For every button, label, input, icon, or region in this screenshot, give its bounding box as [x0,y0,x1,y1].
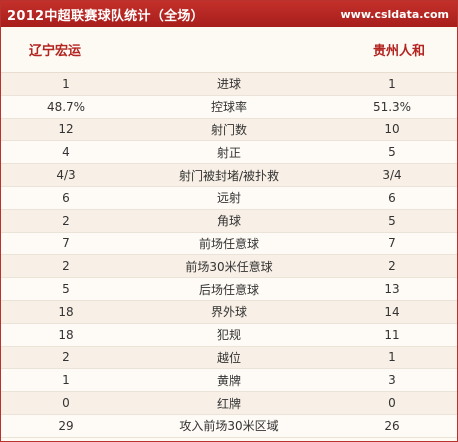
home-stat-value: 2 [62,259,70,274]
away-stat-value: 1 [388,76,396,91]
stat-row: 0 红牌 0 [1,392,457,415]
stat-label: 角球 [216,214,241,229]
stat-row: 1 黄牌 3 [1,369,457,393]
page-title: 2012中超联赛球队统计（全场） [7,8,204,24]
home-stat-value: 6 [62,190,70,205]
stat-row: 4/3 射门被封堵/被扑救 3/4 [1,164,457,187]
stat-label: 越位 [216,350,241,365]
home-stat-value: 48.7% [46,99,86,114]
stat-label: 射门数 [210,122,247,137]
stat-row: 7 前场任意球 7 [1,232,457,256]
home-stat-value: 1 [62,76,70,91]
stat-label: 攻入前场30米区域 [179,419,279,434]
away-stat-value: 10 [384,122,400,137]
stat-row: 4 射正 5 [1,141,457,165]
home-stat-value: 12 [58,122,74,137]
away-stat-value: 3 [388,373,396,388]
home-stat-value: 1 [62,373,70,388]
home-stat-value: 4/3 [56,168,76,183]
stat-label: 控球率 [210,100,247,115]
stat-label: 红牌 [216,396,241,411]
away-team-name: 贵州人和 [372,44,425,59]
home-stat-value: 18 [58,304,74,319]
home-stat-value: 18 [58,327,74,342]
stat-label: 前场任意球 [198,236,259,251]
home-stat-value: 2 [62,350,70,365]
stats-table: 1 进球 1 48.7% 控球率 51.3% 12 射门数 10 4 射正 5 4/3 射门被封堵/被扑救… [1,73,457,438]
away-stat-value: 14 [384,304,400,319]
home-stat-value: 29 [58,418,74,433]
away-stat-value: 26 [384,418,400,433]
home-stat-value: 7 [62,236,70,251]
stat-label: 射门被封堵/被扑救 [178,168,280,183]
title-bar: 2012中超联赛球队统计（全场） www.csldata.com [1,1,457,27]
stat-row: 2 越位 1 [1,346,457,370]
stat-row: 2 角球 5 [1,209,457,233]
away-stat-value: 51.3% [372,99,412,114]
away-stat-value: 0 [388,396,396,411]
away-stat-value: 11 [384,327,400,342]
home-team-name: 辽宁宏运 [29,44,82,59]
team-header: 辽宁宏运 贵州人和 [1,27,457,73]
home-stat-value: 2 [62,213,70,228]
stat-label: 黄牌 [216,373,241,388]
stat-row: 48.7% 控球率 51.3% [1,95,457,119]
away-stat-value: 2 [388,259,396,274]
home-stat-value: 4 [62,145,70,160]
stat-row: 1 进球 1 [1,73,457,96]
stat-row: 6 远射 6 [1,186,457,210]
stat-row: 2 前场30米任意球 2 [1,255,457,279]
stat-label: 前场30米任意球 [185,259,273,274]
away-stat-value: 5 [388,213,396,228]
stat-row: 18 界外球 14 [1,300,457,324]
stat-label: 射正 [216,145,241,160]
away-stat-value: 1 [388,350,396,365]
away-stat-value: 7 [388,236,396,251]
stat-label: 界外球 [210,305,247,320]
stat-label: 后场任意球 [198,282,259,297]
stat-row: 5 后场任意球 13 [1,278,457,301]
away-stat-value: 13 [384,282,400,297]
home-stat-value: 0 [62,396,70,411]
away-stat-value: 6 [388,190,396,205]
stat-row: 12 射门数 10 [1,118,457,142]
stat-label: 远射 [216,191,241,206]
away-stat-value: 5 [388,145,396,160]
stat-row: 29 攻入前场30米区域 26 [1,414,457,438]
site-link[interactable]: www.csldata.com [340,7,450,21]
stat-row: 18 犯规 11 [1,323,457,347]
stat-label: 进球 [216,77,241,92]
stat-label: 犯规 [216,328,241,343]
home-stat-value: 5 [62,282,70,297]
away-stat-value: 3/4 [382,168,402,183]
